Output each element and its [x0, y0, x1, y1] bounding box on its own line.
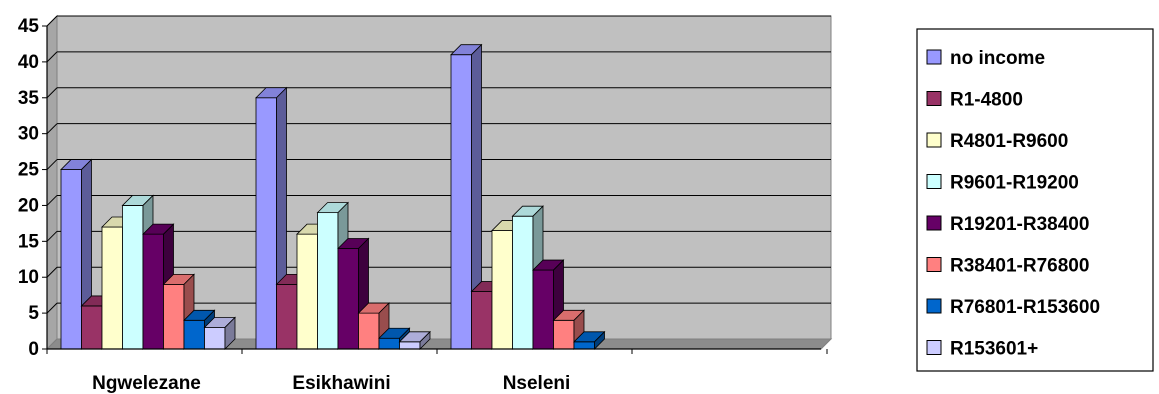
bar-front	[573, 341, 595, 350]
bar-front	[491, 230, 513, 350]
legend-swatch	[926, 298, 942, 314]
legend-swatch	[926, 49, 942, 65]
bar	[398, 330, 431, 350]
legend-label: R1-4800	[950, 90, 1023, 111]
side-wall	[46, 14, 58, 351]
bar-front	[471, 291, 493, 350]
legend-box	[916, 28, 1154, 372]
bar-front	[81, 305, 103, 350]
legend-swatch	[926, 132, 942, 148]
gridline	[46, 87, 58, 99]
gridline	[46, 15, 58, 27]
legend-swatch	[926, 174, 942, 189]
legend-item: R4801-R9600	[926, 131, 1068, 152]
x-category-label: Nseleni	[503, 373, 571, 394]
legend-item: R38401-R76800	[926, 256, 1089, 277]
bar-front	[122, 205, 144, 350]
axes: 0 5 10 15 20 25 30 35 40 45 Ngwelezane Esikhawini Ns…	[18, 16, 828, 394]
legend-item: R19201-R38400	[926, 214, 1089, 235]
legend-swatch	[926, 340, 942, 355]
legend-label: R4801-R9600	[950, 131, 1068, 152]
y-tick-label: 30	[18, 124, 39, 145]
bar-front	[553, 319, 575, 350]
bar-side	[419, 330, 431, 350]
bar-front	[276, 283, 298, 350]
y-tick-label: 5	[28, 303, 39, 324]
gridline	[46, 51, 58, 63]
bar-front	[450, 54, 472, 350]
bar-side	[594, 330, 605, 350]
bar-front	[296, 233, 318, 350]
gridline	[46, 195, 58, 206]
legend-label: R19201-R38400	[950, 214, 1089, 235]
legend-item: R9601-R19200	[926, 173, 1079, 194]
legend-label: R76801-R153600	[950, 297, 1100, 318]
y-tick-label: 25	[18, 160, 40, 181]
legend-label: no income	[950, 48, 1045, 69]
bar-side	[224, 316, 236, 350]
bar-front	[183, 319, 205, 350]
legend-item: R153601+	[926, 339, 1038, 360]
bar-front	[358, 312, 380, 350]
x-category-label: Esikhawini	[292, 373, 390, 394]
bar-front	[399, 341, 421, 350]
y-tick-label: 20	[18, 195, 39, 216]
y-tick-label: 10	[18, 267, 39, 288]
y-tick-label: 35	[18, 88, 40, 109]
gridline	[46, 159, 58, 170]
legend-swatch	[926, 91, 942, 106]
bar-front	[532, 269, 554, 350]
gridline	[46, 230, 58, 242]
bar	[450, 43, 483, 350]
bar-front	[337, 248, 359, 350]
y-tick-label: 0	[28, 339, 39, 360]
y-tick-label: 40	[18, 52, 39, 73]
gridline	[46, 302, 58, 314]
gridline	[46, 123, 58, 135]
x-category-label: Ngwelezane	[92, 373, 201, 394]
legend-swatch	[926, 257, 942, 272]
bar-front	[378, 337, 400, 350]
y-tick-label: 45	[18, 16, 40, 37]
legend-item: R76801-R153600	[926, 297, 1100, 318]
bar-front	[317, 212, 339, 350]
legend-label: R153601+	[950, 339, 1038, 360]
bar	[203, 316, 236, 350]
legend-swatch	[926, 215, 942, 231]
legend: no income R1-4800 R4801-R9600 R9601-R19200 R…	[916, 28, 1154, 372]
legend-label: R38401-R76800	[950, 256, 1089, 277]
y-tick-label: 15	[18, 231, 40, 252]
bar-front	[60, 169, 82, 350]
legend-item: R1-4800	[926, 90, 1023, 111]
bar-front	[204, 327, 226, 350]
bars-group	[60, 43, 606, 350]
bar-front	[512, 215, 534, 350]
legend-item: no income	[926, 48, 1045, 69]
bar-front	[142, 233, 164, 350]
bar-front	[163, 283, 185, 350]
gridline	[46, 266, 58, 278]
bar	[573, 330, 606, 350]
bar-front	[101, 226, 123, 350]
legend-label: R9601-R19200	[950, 173, 1079, 194]
bar-front	[255, 97, 277, 350]
